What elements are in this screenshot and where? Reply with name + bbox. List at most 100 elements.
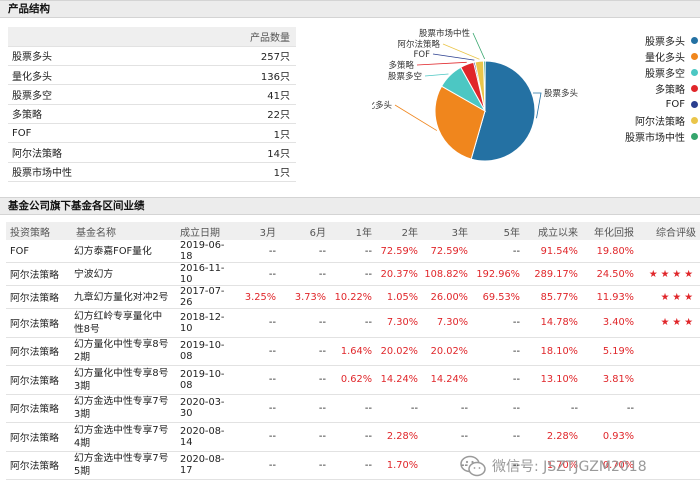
rating-stars: [638, 451, 700, 480]
return-y3-cell: 72.59%: [422, 240, 472, 263]
strategy-cell: 阿尔法策略: [6, 422, 72, 452]
column-header[interactable]: 3月: [236, 222, 280, 240]
legend-item[interactable]: 股票多空: [606, 64, 698, 80]
return-y2-cell: --: [376, 394, 422, 423]
return-m6-cell: --: [280, 308, 330, 338]
return-annual-cell: 19.80%: [582, 240, 638, 263]
product-count: 14只: [175, 142, 296, 163]
column-header[interactable]: 投资策略: [6, 222, 72, 240]
return-m3-cell: --: [236, 337, 280, 366]
return-y3-cell: --: [422, 451, 472, 480]
fund-name-cell[interactable]: 幻方金选中性专享7号 4期: [72, 422, 176, 452]
return-y3-cell: 108.82%: [422, 262, 472, 286]
table-row[interactable]: 阿尔法策略 九章幻方量化对冲2号 2017-07-26 3.25% 3.73% 10.22…: [6, 285, 700, 309]
return-y2-cell: 20.02%: [376, 337, 422, 366]
fund-name-cell[interactable]: 幻方量化中性专享8号 2期: [72, 337, 176, 366]
pie-legend: 股票多头 量化多头 股票多空 多策略 FOF 阿尔法策略 股票市场中性: [606, 32, 698, 144]
watermark: 微信号: JSZTJGZM2018: [460, 455, 647, 477]
table-row[interactable]: 阿尔法策略 幻方量化中性专享8号 2期 2019-10-08 -- -- 1.64% 20.0…: [6, 337, 700, 366]
wechat-icon: [460, 455, 486, 477]
legend-swatch: [691, 116, 698, 124]
strategy-cell: 阿尔法策略: [6, 337, 72, 366]
fund-name-cell[interactable]: 幻方金选中性专享7号 3期: [72, 394, 176, 423]
return-m3-cell: --: [236, 451, 280, 480]
table-row[interactable]: FOF 幻方泰嘉FOF量化 2019-06-18 -- -- -- 72.59% 72.59%…: [6, 240, 700, 263]
return-y1-cell: 1.64%: [330, 337, 376, 366]
fund-name-cell[interactable]: 宁波幻方: [72, 262, 176, 286]
fund-name-cell[interactable]: 幻方金选中性专享7号 5期: [72, 451, 176, 480]
return-y3-cell: 7.30%: [422, 308, 472, 338]
return-y1-cell: --: [330, 394, 376, 423]
fund-name-cell[interactable]: 幻方泰嘉FOF量化: [72, 240, 176, 263]
return-m6-cell: 3.73%: [280, 285, 330, 309]
table-header-row: 产品数量: [8, 27, 296, 47]
table-row[interactable]: 阿尔法策略 幻方金选中性专享7号 4期 2020-08-14 -- -- -- 2.28% --…: [6, 422, 700, 452]
return-annual-cell: 0.93%: [582, 422, 638, 452]
product-type-name: 股票市场中性: [8, 162, 176, 182]
legend-item[interactable]: 股票市场中性: [606, 128, 698, 144]
legend-item[interactable]: 阿尔法策略: [606, 112, 698, 128]
fund-name-cell[interactable]: 幻方量化中性专享8号 3期: [72, 365, 176, 395]
inception-date-cell: 2019-10-08: [176, 337, 236, 366]
table-row[interactable]: 阿尔法策略 幻方量化中性专享8号 3期 2019-10-08 -- -- 0.62% 14.2…: [6, 365, 700, 395]
column-header[interactable]: 年化回报: [582, 222, 638, 240]
return-y1-cell: 0.62%: [330, 365, 376, 395]
legend-label: 阿尔法策略: [635, 116, 685, 128]
fund-name-cell[interactable]: 幻方红岭专享量化中 性8号: [72, 308, 176, 338]
pie-slice-label: 股票多空: [388, 71, 422, 82]
return-y2-cell: 7.30%: [376, 308, 422, 338]
legend-label: FOF: [665, 98, 685, 110]
fund-name-line: 幻方金选中性专享7号: [74, 453, 169, 465]
legend-label: 股票多头: [645, 36, 685, 48]
rating-stars: [638, 422, 700, 452]
fund-name-cell[interactable]: 九章幻方量化对冲2号: [72, 285, 176, 309]
table-row[interactable]: 阿尔法策略 宁波幻方 2016-11-10 -- -- -- 20.37% 108.82% 19…: [6, 262, 700, 286]
legend-item[interactable]: 量化多头: [606, 48, 698, 64]
pie-slice[interactable]: [470, 60, 536, 162]
return-since-cell: 1.70%: [524, 451, 582, 480]
legend-item[interactable]: 股票多头: [606, 32, 698, 48]
table-row: 多策略 22只: [8, 104, 296, 124]
return-annual-cell: 11.93%: [582, 285, 638, 309]
rating-stars: ★★★★: [638, 262, 700, 286]
product-type-name: FOF: [8, 123, 176, 144]
return-y5-cell: 192.96%: [472, 262, 524, 286]
pie-slice-label: FOF: [414, 50, 431, 60]
product-count: 41只: [175, 84, 296, 105]
pie-callout-line: [424, 73, 449, 77]
table-row: 股票多空 41只: [8, 84, 296, 105]
product-type-name: 股票多空: [8, 84, 176, 105]
fund-name-line: 性8号: [74, 323, 100, 335]
column-header[interactable]: 综合评级: [638, 222, 700, 240]
column-header[interactable]: 6月: [280, 222, 330, 240]
column-header[interactable]: 基金名称: [72, 222, 176, 240]
table-row: 量化多头 136只: [8, 65, 296, 86]
return-annual-cell: 0.70%: [582, 451, 638, 480]
table-row: FOF 1只: [8, 123, 296, 144]
return-y2-cell: 2.28%: [376, 422, 422, 452]
table-row[interactable]: 阿尔法策略 幻方金选中性专享7号 5期 2020-08-17 -- -- -- 1.70% --…: [6, 451, 700, 480]
return-m3-cell: --: [236, 422, 280, 452]
column-header[interactable]: 成立日期: [176, 222, 236, 240]
return-m6-cell: --: [280, 394, 330, 423]
fund-name-line: 2期: [74, 352, 91, 364]
strategy-cell: 阿尔法策略: [6, 285, 72, 309]
fund-name-line: 幻方金选中性专享7号: [74, 424, 169, 436]
column-header[interactable]: 成立以来: [524, 222, 582, 240]
column-header[interactable]: 1年: [330, 222, 376, 240]
table-row[interactable]: 阿尔法策略 幻方红岭专享量化中 性8号 2018-12-10 -- -- -- 7.30% 7.…: [6, 308, 700, 338]
column-header[interactable]: 2年: [376, 222, 422, 240]
column-header[interactable]: 5年: [472, 222, 524, 240]
return-m6-cell: --: [280, 451, 330, 480]
column-header[interactable]: 3年: [422, 222, 472, 240]
inception-date-cell: 2017-07-26: [176, 285, 236, 309]
return-y3-cell: 20.02%: [422, 337, 472, 366]
table-row[interactable]: 阿尔法策略 幻方金选中性专享7号 3期 2020-03-30 -- -- -- -- -- -- -…: [6, 394, 700, 423]
strategy-cell: 阿尔法策略: [6, 451, 72, 480]
legend-item[interactable]: FOF: [606, 96, 698, 112]
legend-item[interactable]: 多策略: [606, 80, 698, 96]
pie-slice[interactable]: [482, 60, 486, 112]
pie-slice-label: 股票多头: [544, 88, 579, 99]
table-row: 阿尔法策略 14只: [8, 142, 296, 163]
return-y1-cell: --: [330, 262, 376, 286]
